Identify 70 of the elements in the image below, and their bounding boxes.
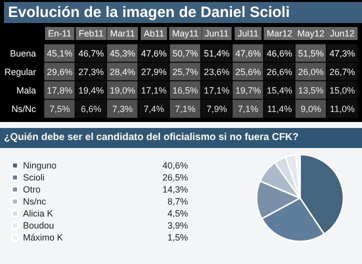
x-tick-label: Jun12 bbox=[330, 28, 355, 38]
x-tick-label: Jun11 bbox=[204, 28, 229, 38]
data-label: 17,1% bbox=[141, 85, 167, 96]
data-label: 7,3% bbox=[112, 104, 133, 114]
data-label: 29,6% bbox=[46, 66, 72, 77]
data-label: 7,4% bbox=[144, 104, 164, 114]
legend-label: Máximo K bbox=[23, 232, 64, 242]
data-label: 23,6% bbox=[204, 66, 230, 77]
data-label: 25,7% bbox=[172, 66, 198, 77]
data-label: 47,6% bbox=[235, 48, 261, 58]
data-label: 3,9% bbox=[167, 220, 188, 230]
data-label: 40,6% bbox=[162, 160, 188, 170]
data-label: 51,4% bbox=[204, 48, 230, 58]
y-tick-label: Buena bbox=[10, 48, 36, 58]
data-label: 7,1% bbox=[175, 104, 196, 114]
data-label: 28,4% bbox=[110, 66, 136, 77]
legend-label: Ninguno bbox=[23, 160, 57, 170]
data-label: 4,5% bbox=[167, 208, 188, 218]
data-label: 26,6% bbox=[266, 66, 292, 77]
data-label: 7,5% bbox=[49, 104, 70, 114]
data-label: 1,5% bbox=[167, 232, 188, 242]
data-label: 8,7% bbox=[167, 196, 188, 206]
data-label: 51,5% bbox=[298, 48, 324, 58]
data-label: 16,5% bbox=[172, 85, 198, 96]
data-label: 27,3% bbox=[78, 66, 104, 77]
data-label: 26,0% bbox=[298, 66, 324, 77]
legend-label: Boudou bbox=[23, 220, 54, 230]
y-tick-label: Mala bbox=[16, 85, 36, 96]
data-label: 7,1% bbox=[238, 104, 258, 114]
y-tick-label: Regular bbox=[4, 66, 36, 77]
x-tick-label: May12 bbox=[297, 28, 324, 38]
legend-label: Alicia K bbox=[23, 208, 54, 218]
data-label: 6,6% bbox=[80, 104, 102, 114]
data-label: 9,0% bbox=[300, 104, 322, 114]
x-tick-label: En-11 bbox=[48, 28, 72, 38]
data-label: 13,5% bbox=[298, 85, 324, 96]
chart-title: ¿Quién debe ser el candidato del oficialismo si no fuera CFK? bbox=[0, 128, 362, 148]
data-label: 47,3% bbox=[330, 48, 356, 58]
data-label: 25,6% bbox=[235, 66, 261, 77]
data-label: 7,9% bbox=[206, 104, 227, 114]
y-tick-label: Ns/Nc bbox=[12, 104, 36, 114]
data-label: 17,8% bbox=[46, 85, 72, 96]
data-label: 27,9% bbox=[141, 66, 167, 77]
legend-label: Ns/nc bbox=[23, 196, 47, 206]
x-tick-label: Mar12 bbox=[266, 28, 292, 38]
data-label: 50,7% bbox=[172, 48, 198, 58]
data-label: 45,1% bbox=[46, 48, 72, 58]
data-label: 11,0% bbox=[330, 104, 355, 114]
x-tick-label: Mar11 bbox=[110, 28, 135, 38]
data-label: 11,4% bbox=[267, 104, 292, 114]
legend-label: Otro bbox=[23, 184, 41, 194]
x-tick-label: Feb11 bbox=[78, 28, 104, 38]
data-label: 14,3% bbox=[162, 184, 188, 194]
data-label: 26,7% bbox=[330, 66, 356, 77]
data-label: 19,7% bbox=[235, 85, 261, 96]
data-label: 47,6% bbox=[141, 48, 167, 58]
data-label: 15,0% bbox=[330, 85, 356, 96]
data-label: 15,4% bbox=[266, 85, 292, 96]
data-label: 46,6% bbox=[266, 48, 292, 58]
x-tick-label: May11 bbox=[172, 28, 198, 38]
chart-title: Evolución de la imagen de Daniel Scioli bbox=[8, 4, 290, 21]
data-label: 45,3% bbox=[110, 48, 136, 58]
data-label: 46,7% bbox=[78, 48, 104, 58]
x-tick-label: Jul11 bbox=[238, 28, 259, 38]
legend-label: Scioli bbox=[23, 172, 45, 182]
data-label: 17,1% bbox=[204, 85, 230, 96]
data-label: 26,5% bbox=[162, 172, 188, 182]
data-label: 19,0% bbox=[110, 85, 136, 96]
data-label: 19,4% bbox=[78, 85, 104, 96]
x-tick-label: Ab11 bbox=[144, 28, 164, 38]
